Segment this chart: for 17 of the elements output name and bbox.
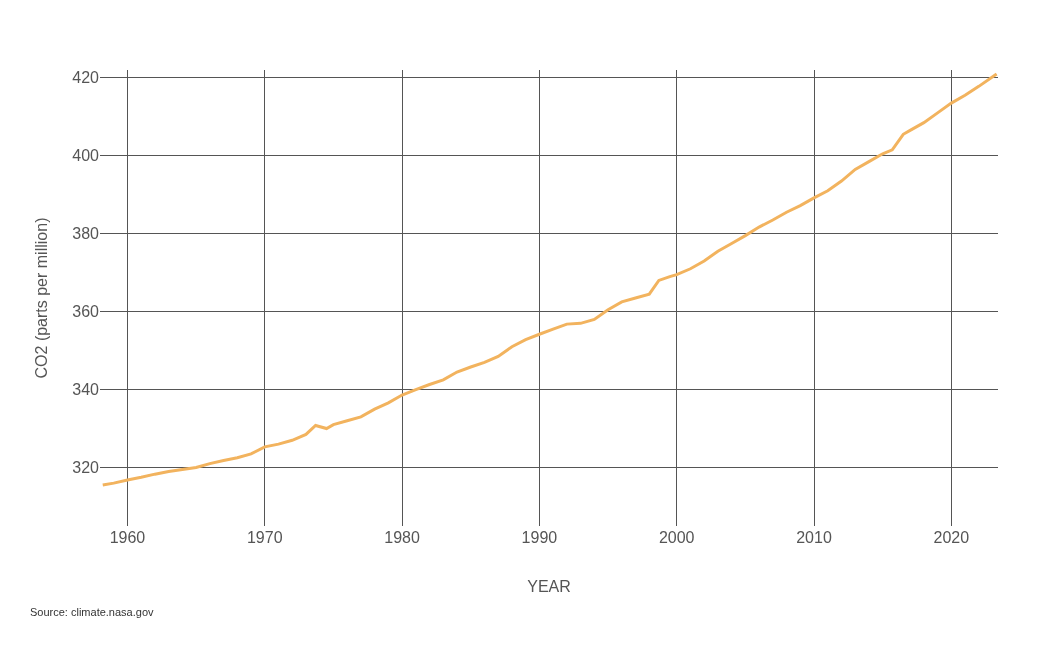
x-axis-title: YEAR [527,577,571,595]
y-tick-label: 360 [72,303,100,321]
y-tick-label: 340 [72,381,100,399]
y-tick-label: 420 [72,69,100,87]
line-series [101,72,998,487]
x-tick-label: 2000 [658,529,695,546]
x-tick-label: 2010 [796,529,832,546]
y-tick-label: 320 [72,459,100,477]
x-tick-label: 1990 [521,529,558,546]
x-tick-label: 1960 [109,529,146,546]
x-tick-label: 2020 [933,529,970,546]
y-tick-label: 400 [72,147,100,165]
y-tick-label: 380 [72,225,100,243]
x-tick-label: 1980 [384,529,420,546]
source-note: Source: climate.nasa.gov [30,606,155,618]
y-axis-title: CO2 (parts per million) [33,217,51,379]
x-tick-label: 1970 [246,529,283,546]
